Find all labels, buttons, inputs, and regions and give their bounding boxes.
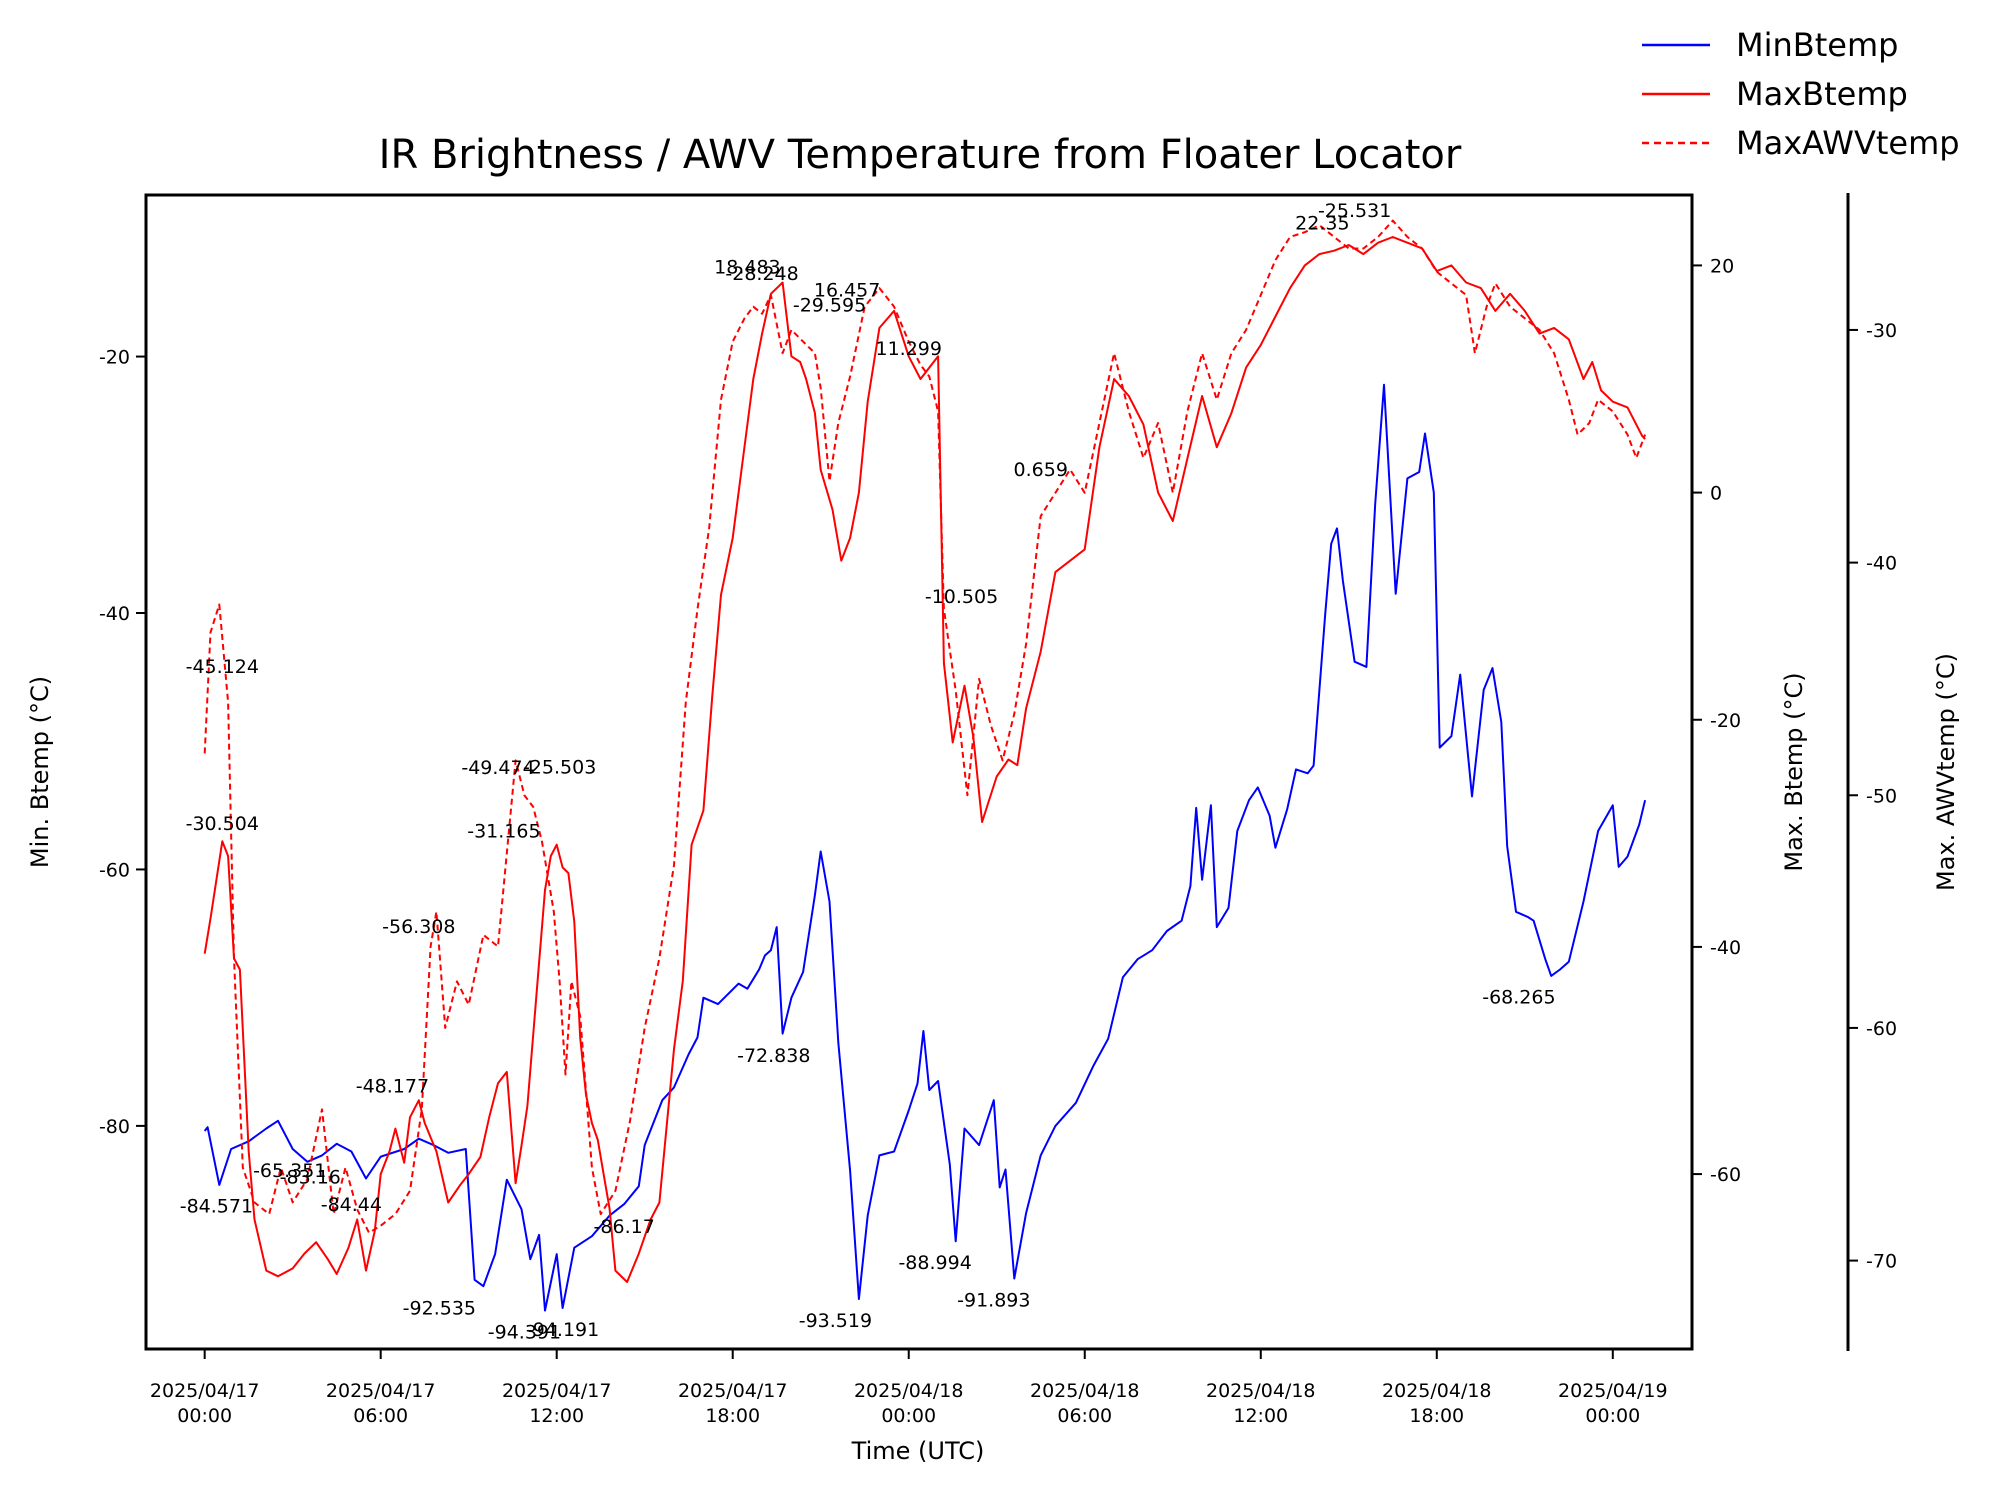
x-axis-label: Time (UTC) (851, 1437, 985, 1465)
data-annotation: -83.16 (280, 1166, 341, 1188)
x-tick-time: 00:00 (177, 1405, 232, 1427)
legend-label-maxawvtemp: MaxAWVtemp (1736, 124, 1960, 162)
series-line-maxawvtemp (203, 219, 1647, 1234)
right-tick-label: -20 (1710, 710, 1741, 732)
x-tick-date: 2025/04/17 (326, 1380, 436, 1402)
x-tick-time: 00:00 (881, 1405, 936, 1427)
x-tick-time: 12:00 (1233, 1405, 1288, 1427)
data-annotation: -28.248 (725, 263, 798, 285)
data-annotation: -48.177 (356, 1075, 429, 1097)
right-tick-label: -60 (1710, 1164, 1741, 1186)
data-annotation: -84.571 (180, 1196, 253, 1218)
data-annotation: 0.659 (1014, 459, 1068, 481)
far-right-tick-label: -50 (1866, 785, 1897, 807)
right-axis-label: Max. Btemp (°C) (1780, 672, 1808, 871)
chart-title: IR Brightness / AWV Temperature from Flo… (379, 132, 1462, 178)
plot-frame (144, 193, 1694, 1351)
left-axis-label: Min. Btemp (°C) (26, 676, 54, 868)
data-annotation: -68.265 (1482, 986, 1555, 1008)
x-tick-time: 00:00 (1585, 1405, 1640, 1427)
x-tick-date: 2025/04/18 (854, 1380, 964, 1402)
left-tick-label: -20 (99, 347, 130, 369)
data-annotation: 18.483 (714, 257, 780, 279)
data-annotation: -49.474 (461, 757, 534, 779)
far-right-tick-label: -60 (1866, 1018, 1897, 1040)
right-tick-label: 20 (1710, 255, 1734, 277)
data-annotation: -93.519 (799, 1310, 872, 1332)
data-annotation: 16.457 (814, 280, 880, 302)
data-annotation: 11.299 (875, 338, 941, 360)
data-annotation: -30.504 (186, 813, 259, 835)
left-tick-label: -80 (99, 1116, 130, 1138)
series-line-minbtemp (203, 383, 1647, 1312)
data-annotation: 22.35 (1295, 213, 1349, 235)
data-annotation: -25.531 (1318, 200, 1391, 222)
data-annotation: -56.308 (382, 916, 455, 938)
far-right-axis-label: Max. AWVtemp (°C) (1932, 653, 1960, 891)
data-annotation: -94.191 (526, 1319, 599, 1341)
data-annotation: -65.351 (253, 1160, 326, 1182)
x-tick-time: 18:00 (705, 1405, 760, 1427)
data-annotation: -94.391 (488, 1322, 561, 1344)
right-tick-label: 0 (1710, 483, 1722, 505)
left-tick-label: -60 (99, 859, 130, 881)
series-layer (203, 219, 1647, 1312)
x-tick-time: 06:00 (1057, 1405, 1112, 1427)
data-annotation: -72.838 (737, 1045, 810, 1067)
legend: MinBtemp MaxBtemp MaxAWVtemp (1642, 26, 1960, 162)
legend-label-maxbtemp: MaxBtemp (1736, 75, 1908, 113)
data-annotation: -10.505 (925, 586, 998, 608)
x-tick-date: 2025/04/18 (1382, 1380, 1492, 1402)
data-annotation: -25.503 (523, 756, 596, 778)
left-tick-label: -40 (99, 603, 130, 625)
data-annotation: -45.124 (186, 656, 259, 678)
annotations: -84.571-65.351-83.16 -84.44 -92.535 -94.391… (180, 200, 1556, 1344)
x-tick-time: 18:00 (1409, 1405, 1464, 1427)
data-annotation: -86.17 (594, 1216, 655, 1238)
data-annotation: -92.535 (403, 1298, 476, 1320)
x-tick-date: 2025/04/17 (150, 1380, 260, 1402)
x-tick-date: 2025/04/19 (1558, 1380, 1668, 1402)
data-annotation: -84.44 (321, 1194, 382, 1216)
data-annotation: -31.165 (467, 821, 540, 843)
x-tick-date: 2025/04/18 (1206, 1380, 1316, 1402)
x-tick-time: 12:00 (529, 1405, 584, 1427)
x-tick-time: 06:00 (353, 1405, 408, 1427)
far-right-tick-label: -70 (1866, 1251, 1897, 1273)
data-annotation: -88.994 (898, 1252, 971, 1274)
legend-label-minbtemp: MinBtemp (1736, 26, 1898, 64)
far-right-tick-label: -30 (1866, 320, 1897, 342)
y-ticks: -80 -60 -40 -20 -60 -40 -20 0 20 -70 -60 -50 -40 -30 (99, 255, 1897, 1272)
x-ticks: 2025/04/17 00:00 2025/04/17 06:00 2025/04/17… (150, 1349, 1668, 1427)
x-tick-date: 2025/04/17 (678, 1380, 788, 1402)
x-tick-date: 2025/04/18 (1030, 1380, 1140, 1402)
far-right-tick-label: -40 (1866, 553, 1897, 575)
series-line-maxbtemp (203, 236, 1646, 1283)
data-annotation: -29.595 (793, 295, 866, 317)
x-tick-date: 2025/04/17 (502, 1380, 612, 1402)
right-tick-label: -40 (1710, 937, 1741, 959)
data-annotation: -91.893 (957, 1289, 1030, 1311)
